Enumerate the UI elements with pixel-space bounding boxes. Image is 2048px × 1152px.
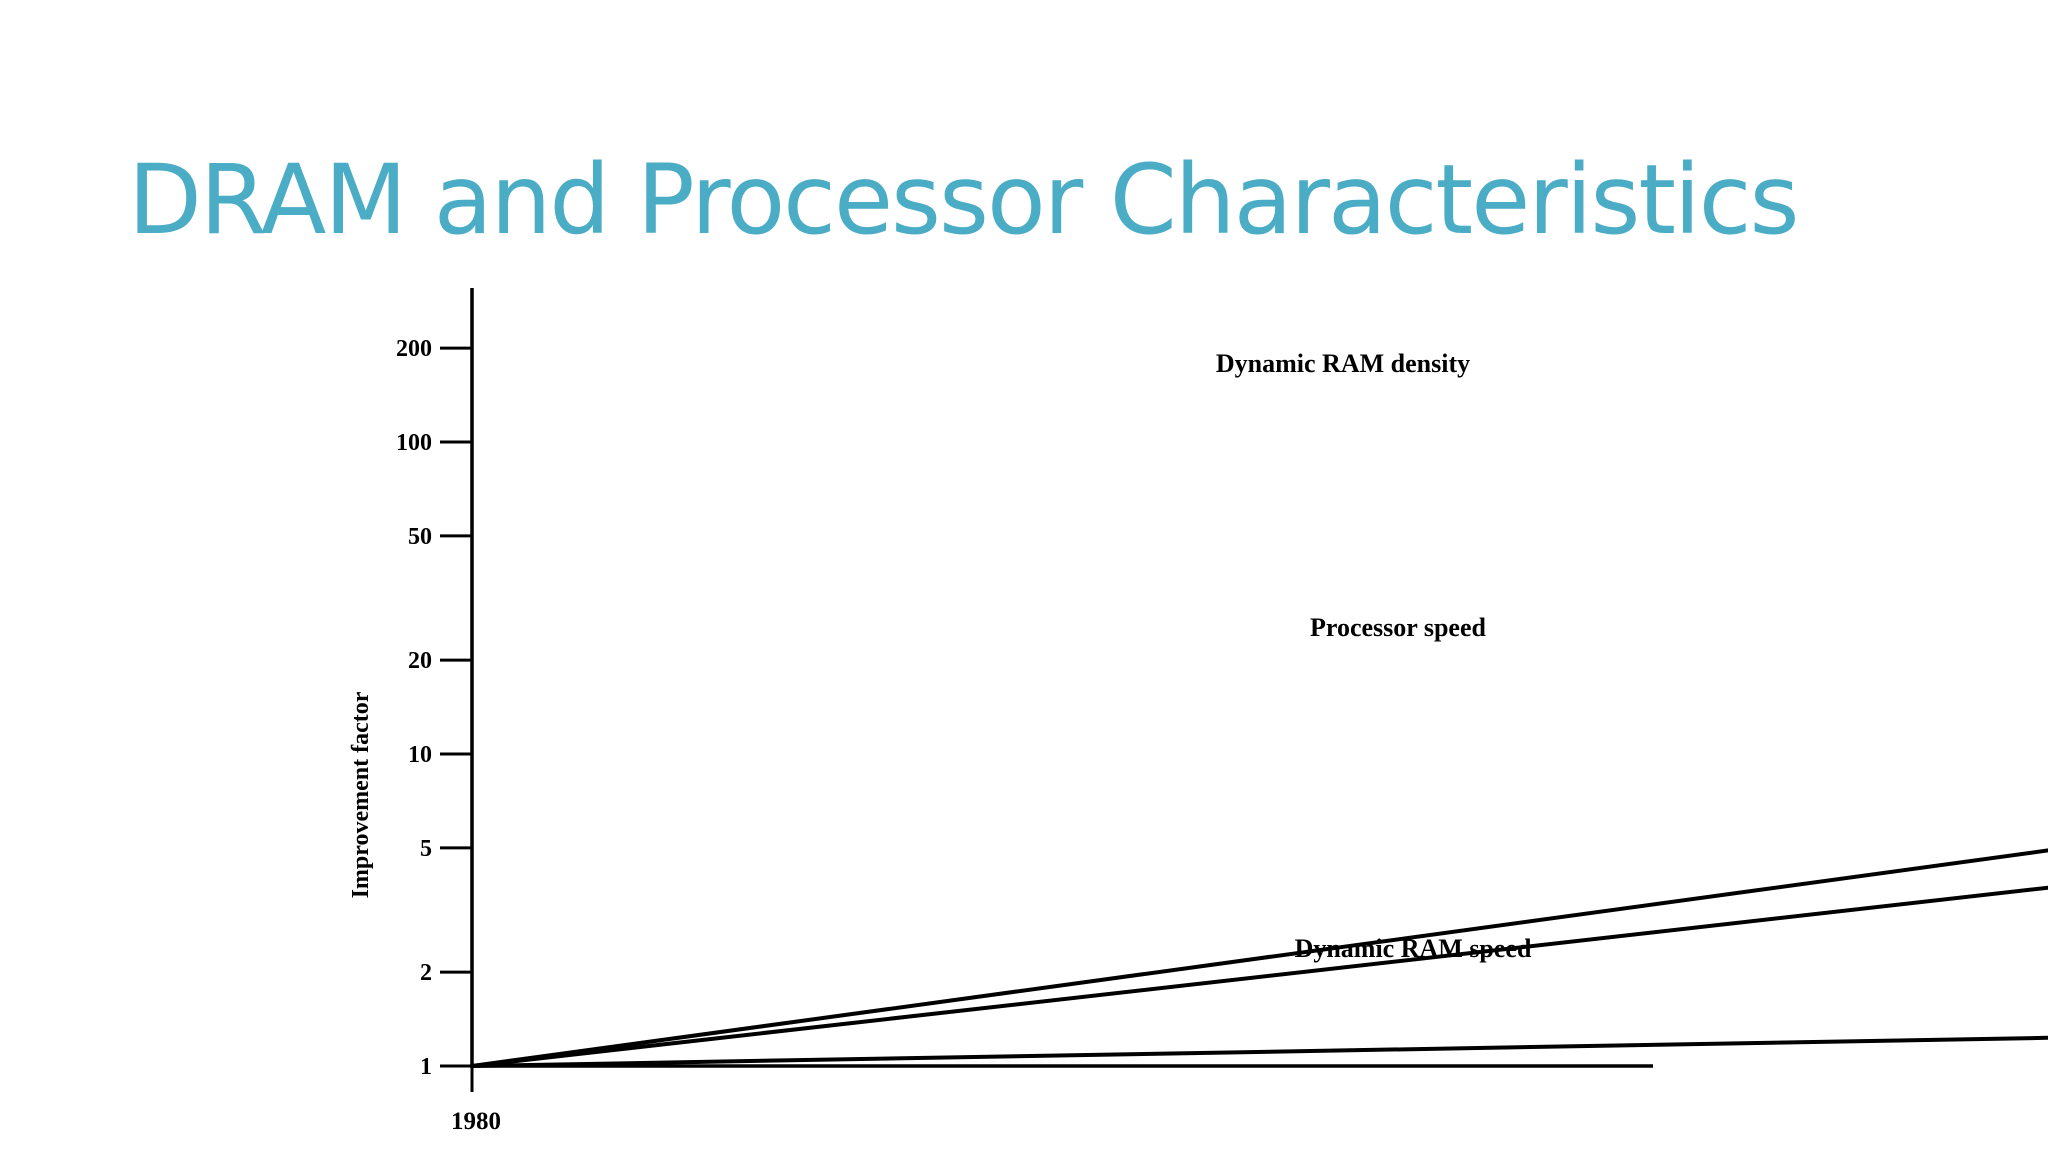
series-label-dynamic-ram-density: Dynamic RAM density	[1216, 349, 1470, 378]
series-label-processor-speed: Processor speed	[1310, 613, 1486, 642]
y-tick-label: 10	[408, 742, 432, 768]
y-tick-label: 200	[396, 336, 432, 362]
series-line-processor-speed	[470, 885, 2048, 1068]
y-tick-label: 100	[396, 430, 432, 456]
y-tick-label: 2	[420, 960, 432, 986]
y-tick-label: 50	[408, 524, 432, 550]
series-line-dynamic-ram-speed	[470, 1035, 2048, 1068]
y-axis-ticks: 1 2 5 10 20 50 100 200	[396, 336, 472, 1080]
y-tick-label: 5	[420, 836, 432, 862]
y-tick-label: 20	[408, 648, 432, 674]
slide-title: DRAM and Processor Characteristics	[128, 144, 1800, 256]
series-label-dynamic-ram-speed: Dynamic RAM speed	[1295, 934, 1532, 963]
y-tick-label: 1	[420, 1054, 432, 1080]
x-axis-ticks: 1980198519901995	[451, 1066, 501, 1135]
series-labels: Dynamic RAM density Processor speed Dynami…	[1216, 349, 1532, 963]
y-axis-title: Improvement factor	[348, 691, 374, 898]
series-line-dynamic-ram-density	[470, 848, 2048, 1068]
x-tick-label: 1980	[451, 1108, 501, 1135]
series-lines	[470, 848, 2048, 1068]
